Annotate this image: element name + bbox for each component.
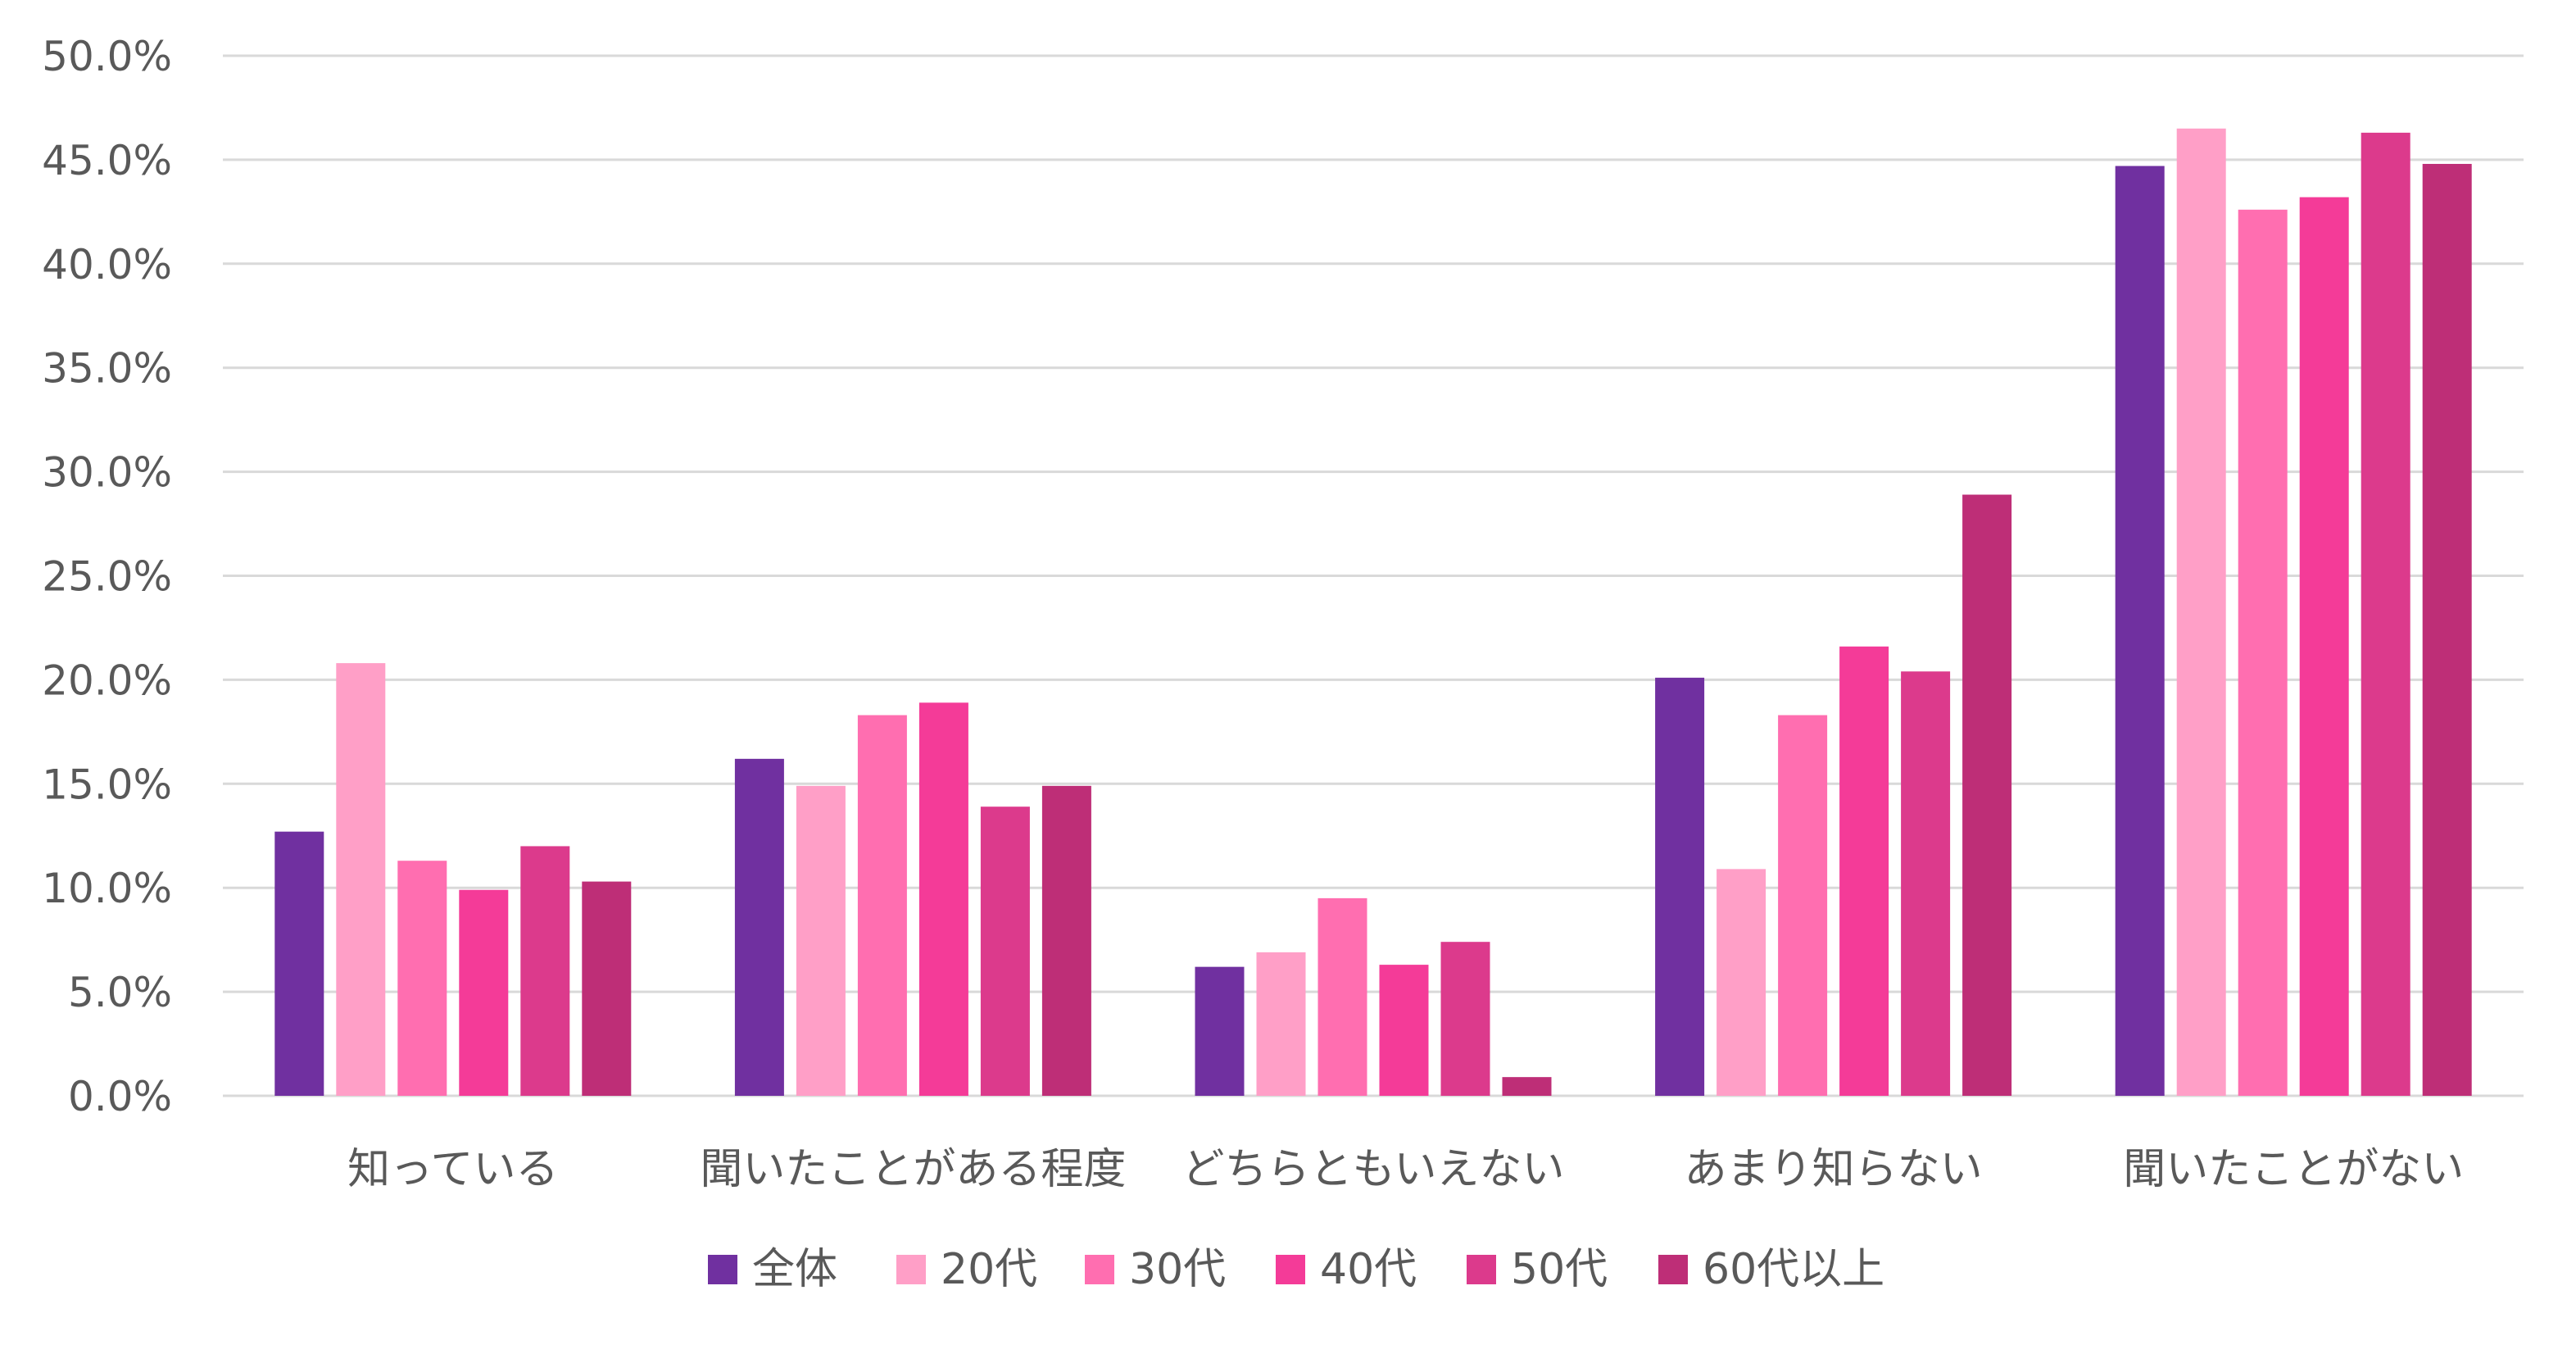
x-category-label: どちらともいえない [1182,1145,1565,1194]
legend-swatch [1276,1255,1305,1284]
bar-1-1 [796,785,846,1096]
bar-2-0 [397,861,447,1096]
y-tick-label: 35.0% [42,345,172,393]
legend-swatch [1085,1255,1114,1284]
legend-item: 30代 [1085,1245,1226,1294]
legend-swatch [1658,1255,1688,1284]
bar-0-0 [274,831,324,1096]
bar-3-1 [918,702,968,1096]
legend-swatch [1467,1255,1496,1284]
bar-1-2 [1256,952,1306,1096]
x-category-label: 聞いたことがある程度 [700,1145,1126,1194]
bar-5-4 [2422,163,2472,1097]
legend-label: 20代 [941,1245,1037,1294]
bar-4-2 [1440,942,1490,1096]
bar-5-2 [1502,1077,1552,1096]
legend-item: 全体 [708,1245,837,1294]
bar-4-4 [2361,132,2410,1096]
bar-2-2 [1317,897,1367,1096]
bar-2-1 [857,715,907,1096]
bar-3-3 [1839,646,1889,1096]
bar-5-1 [1041,785,1091,1096]
legend-item: 50代 [1467,1245,1608,1294]
bar-5-3 [1962,494,2012,1096]
legend-swatch [896,1255,926,1284]
legend-label: 30代 [1129,1245,1226,1294]
bar-0-4 [2115,166,2165,1096]
x-category-label: 知っている [347,1145,558,1194]
bar-4-3 [1901,671,1951,1096]
y-tick-label: 10.0% [42,865,172,912]
legend-label: 全体 [752,1245,837,1294]
bar-5-0 [582,881,632,1096]
y-tick-label: 50.0% [42,33,172,80]
bar-3-2 [1379,965,1429,1096]
legend-item: 40代 [1276,1245,1417,1294]
bar-1-4 [2176,128,2226,1097]
y-tick-label: 40.0% [42,241,172,289]
bar-1-0 [336,663,386,1096]
y-tick-label: 20.0% [42,657,172,704]
x-axis-category-labels: 知っている 聞いたことがある程度 どちらともいえない あまり知らない 聞いたことがない [347,1145,2464,1194]
legend-item: 60代以上 [1658,1245,1884,1294]
y-tick-label: 5.0% [68,969,172,1016]
legend-item: 20代 [896,1245,1037,1294]
x-category-label: 聞いたことがない [2123,1145,2464,1194]
x-category-label: あまり知らない [1685,1145,1983,1194]
bars [274,128,2472,1097]
legend-label: 40代 [1320,1245,1417,1294]
bar-1-3 [1717,869,1766,1096]
legend-label: 60代以上 [1703,1245,1884,1294]
bar-0-3 [1655,677,1705,1096]
legend-swatch [708,1255,737,1284]
bar-3-0 [459,889,509,1096]
legend-label: 50代 [1511,1245,1608,1294]
y-tick-label: 0.0% [68,1073,172,1120]
bar-4-1 [980,806,1030,1096]
y-tick-label: 45.0% [42,137,172,184]
bar-4-0 [520,846,570,1096]
legend: 全体 20代 30代 40代 50代 60代以上 [708,1245,1884,1294]
bar-2-4 [2238,209,2288,1096]
y-tick-label: 15.0% [42,761,172,808]
bar-0-2 [1195,966,1245,1096]
y-tick-label: 25.0% [42,553,172,601]
bar-0-1 [734,758,784,1096]
bar-2-3 [1778,715,1828,1096]
y-axis-tick-labels: 0.0% 5.0% 10.0% 15.0% 20.0% 25.0% 30.0% 35.0% 40… [42,33,172,1120]
bar-3-4 [2299,197,2349,1097]
y-tick-label: 30.0% [42,449,172,497]
